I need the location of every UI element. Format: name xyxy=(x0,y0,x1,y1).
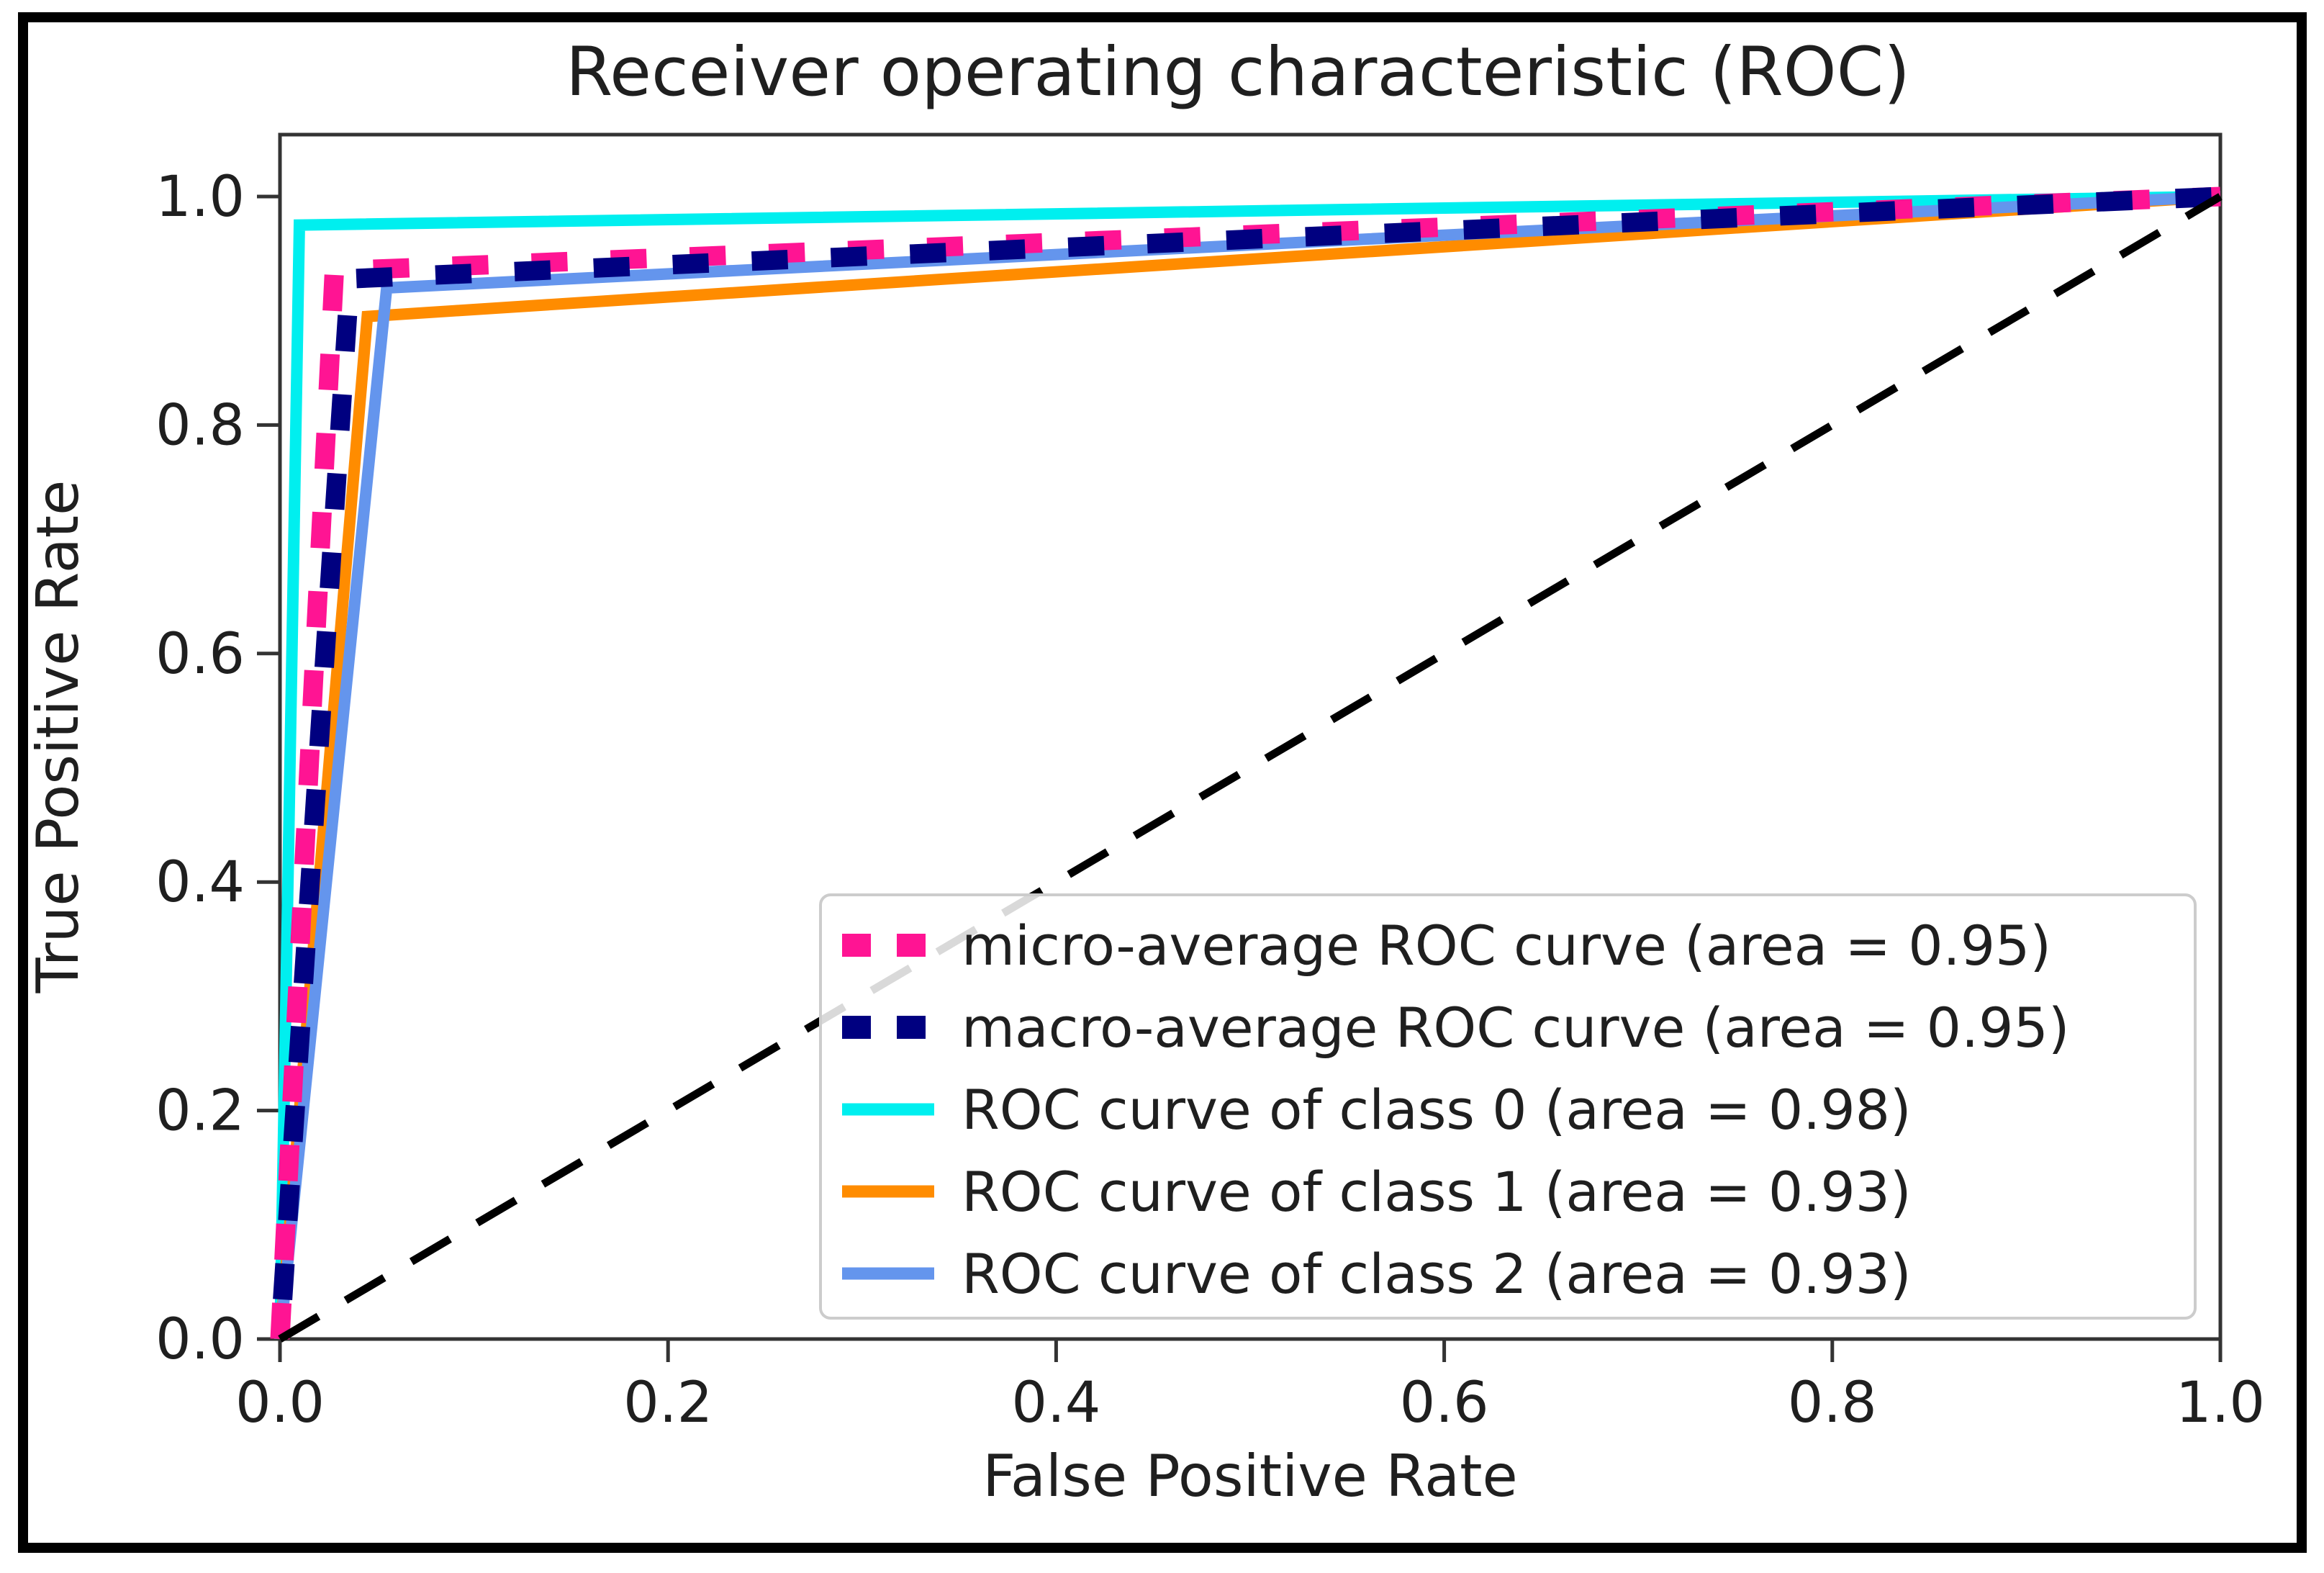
legend-entry: macro-average ROC curve (area = 0.95) xyxy=(842,996,2070,1060)
roc-curve-roc xyxy=(274,191,2221,1340)
legend-entry: ROC curve of class 2 (area = 0.93) xyxy=(842,1242,1912,1306)
legend-entry-label: macro-average ROC curve (area = 0.95) xyxy=(962,996,2070,1060)
legend-entry-label: ROC curve of class 0 (area = 0.98) xyxy=(962,1078,1912,1142)
x-axis-label: False Positive Rate xyxy=(982,1443,1518,1510)
plot-spines xyxy=(278,132,2223,1341)
y-axis-label: True Positive Rate xyxy=(24,480,91,994)
legend-entry-label: ROC curve of class 1 (area = 0.93) xyxy=(962,1160,1912,1224)
chart-legend: micro-average ROC curve (area = 0.95) mac… xyxy=(819,893,2197,1320)
x-tick-label: 0.4 xyxy=(1011,1371,1100,1435)
axis-tick-labels: 0.0 0.2 0.4 0.6 0.8 1.0 0.0 0.2 0.4 0.6 0.8 1.0 xyxy=(155,165,2265,1435)
chart-title: Receiver operating characteristic (ROC) xyxy=(566,33,1910,112)
y-tick-label: 0.4 xyxy=(155,850,245,915)
y-tick-label: 0.0 xyxy=(155,1307,245,1372)
legend-entry-label: ROC curve of class 2 (area = 0.93) xyxy=(962,1242,1912,1306)
legend-entry: micro-average ROC curve (area = 0.95) xyxy=(842,914,2051,978)
roc-curve-roc xyxy=(274,191,2221,1340)
roc-curve-roc xyxy=(274,191,2221,1340)
legend-entry: ROC curve of class 1 (area = 0.93) xyxy=(842,1160,1912,1224)
x-tick-label: 1.0 xyxy=(2176,1371,2265,1435)
x-tick-label: 0.0 xyxy=(235,1371,325,1435)
y-tick-label: 0.8 xyxy=(155,393,245,458)
x-tick-label: 0.6 xyxy=(1400,1371,1489,1435)
roc-curve-micro-average xyxy=(270,186,2221,1340)
roc-curves xyxy=(270,186,2223,1343)
legend-box xyxy=(819,893,2197,1320)
legend-entry: ROC curve of class 0 (area = 0.98) xyxy=(842,1078,1912,1142)
axis-ticks xyxy=(257,194,2223,1362)
y-tick-label: 0.2 xyxy=(155,1079,245,1144)
y-tick-label: 0.6 xyxy=(155,622,245,687)
x-tick-label: 0.8 xyxy=(1788,1371,1877,1435)
y-tick-label: 1.0 xyxy=(155,165,245,230)
x-tick-label: 0.2 xyxy=(623,1371,713,1435)
legend-entry-label: micro-average ROC curve (area = 0.95) xyxy=(962,914,2051,978)
